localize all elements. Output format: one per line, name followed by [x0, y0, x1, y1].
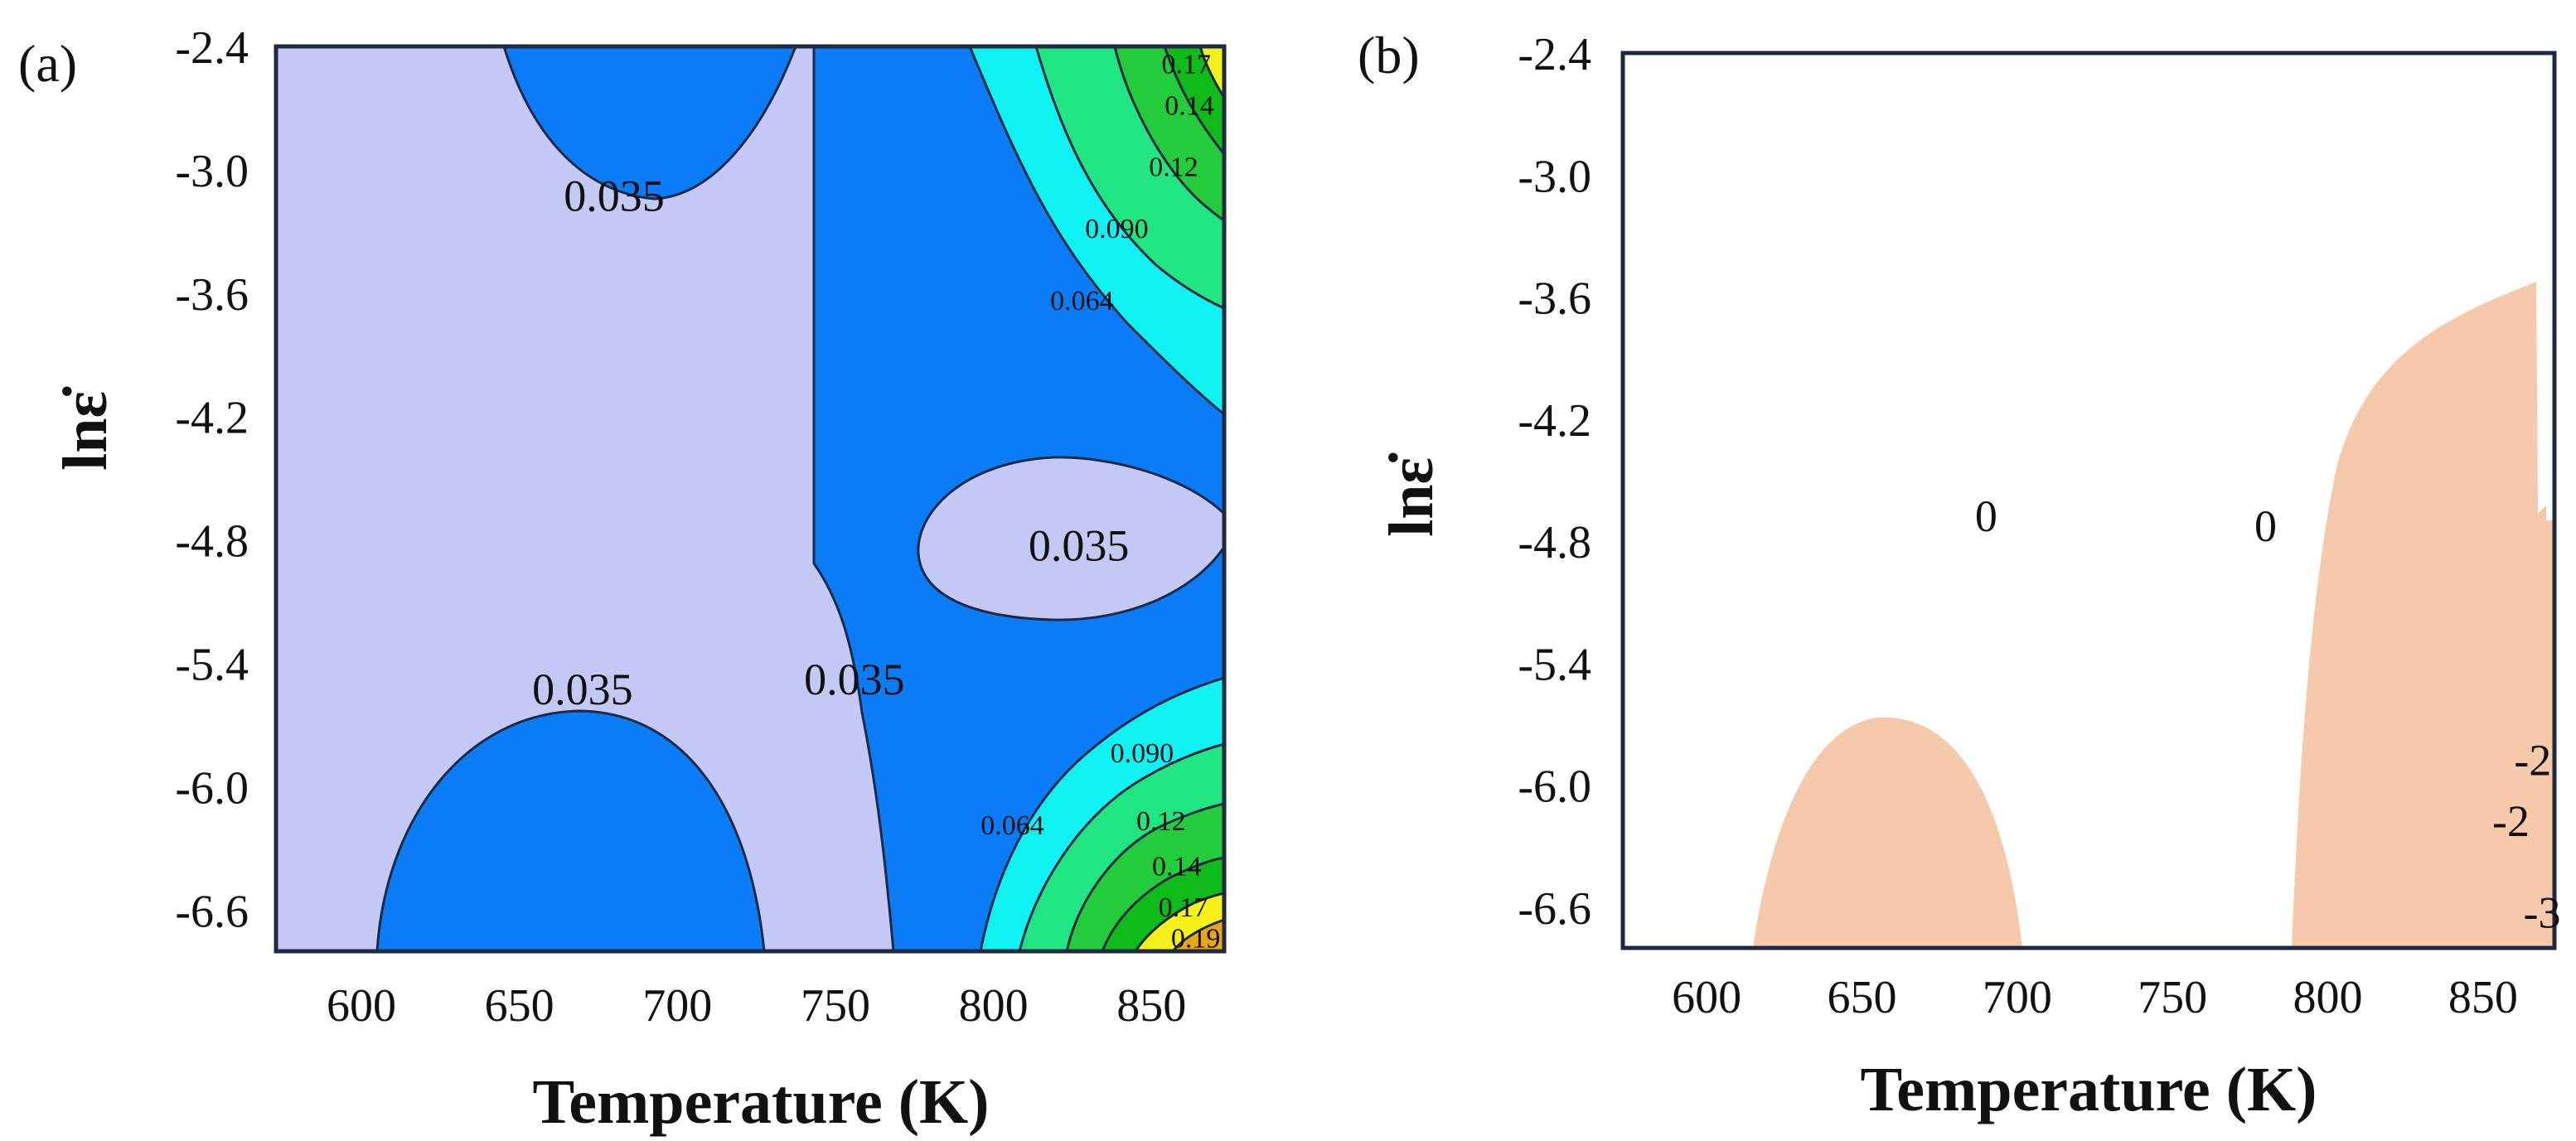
y-tick-label-b: -3.6: [1518, 273, 1591, 325]
contour-label-a: 0.12: [1136, 806, 1186, 837]
contour-label-a: 0.035: [564, 172, 665, 221]
y-tick-label-b: -4.8: [1518, 517, 1591, 568]
x-tick-label-a: 800: [959, 980, 1029, 1032]
panel-b-label: (b): [1358, 26, 1420, 85]
contour-label-a: 0.090: [1111, 738, 1174, 769]
contour-label-b: -2: [2514, 735, 2551, 785]
x-tick-label-a: 750: [801, 980, 870, 1032]
x-tick-label-a: 850: [1116, 980, 1186, 1032]
y-tick-label-a: -2.4: [175, 22, 249, 74]
contour-region-bottom-blue: [375, 709, 766, 953]
plot-frame-a: [274, 44, 1227, 954]
contour-island: [917, 456, 1226, 621]
x-tick-label-a: 650: [485, 980, 554, 1032]
y-tick-label-a: -6.6: [175, 886, 249, 937]
y-tick-label-b: -6.0: [1518, 761, 1591, 813]
contour-label-a: 0.035: [1029, 520, 1130, 570]
x-tick-label-b: 650: [1827, 972, 1896, 1023]
contour-label-a: 0.14: [1152, 852, 1202, 882]
contour-label-b: 0: [1975, 491, 1997, 541]
y-tick-label-a: -4.2: [175, 393, 249, 444]
y-tick-label-a: -3.0: [175, 146, 249, 197]
x-tick-label-b: 700: [1983, 972, 2052, 1023]
y-tick-label-a: -4.8: [175, 516, 249, 568]
x-tick-label-a: 600: [327, 980, 396, 1032]
x-tick-label-b: 600: [1672, 972, 1741, 1023]
contour-label-a: 0.17: [1161, 50, 1211, 80]
contour-label-b: -3: [2524, 888, 2561, 938]
panel-a-label: (a): [18, 34, 77, 93]
y-tick-label-a: -3.6: [175, 269, 249, 321]
y-tick-label-b: -6.6: [1518, 883, 1591, 935]
contour-label-a: 0.035: [532, 665, 633, 714]
contour-label-a: 0.19: [1171, 923, 1221, 954]
y-axis-title-a: lnε̇: [51, 386, 120, 471]
instability-region-left: [1753, 717, 2022, 948]
contour-region-top-blue: [501, 45, 798, 201]
contour-label-a: 0.12: [1149, 152, 1198, 183]
contour-label-a: 0.064: [1050, 286, 1114, 317]
contour-label-a: 0.090: [1085, 214, 1149, 244]
contour-label-a: 0.064: [981, 810, 1044, 841]
x-tick-label-b: 850: [2448, 972, 2518, 1023]
y-tick-label-a: -6.0: [175, 762, 249, 814]
y-tick-label-b: -2.4: [1518, 29, 1591, 80]
panel-b: -2.4 -3.0 -3.6 -4.2 -4.8 -5.4 -6.0 -6.6 600 650 7…: [1377, 29, 2561, 1124]
x-tick-label-b: 800: [2293, 972, 2362, 1023]
x-axis-title-a: Temperature (K): [533, 1067, 990, 1137]
y-axis-title-b: lnε̇: [1377, 452, 1446, 537]
contour-label-b: 0: [2254, 501, 2277, 551]
y-tick-label-a: -5.4: [175, 640, 249, 691]
contour-label-a: 0.17: [1159, 892, 1208, 923]
y-tick-label-b: -4.2: [1518, 395, 1591, 447]
contour-label-a: 0.14: [1165, 90, 1214, 121]
x-tick-label-b: 750: [2138, 972, 2207, 1023]
panel-a: -2.4 -3.0 -3.6 -4.2 -4.8 -5.4 -6.0 -6.6 600 650 7…: [51, 22, 1227, 1137]
instability-region-right: [2292, 282, 2554, 948]
plot-frame-b: [1620, 51, 2557, 950]
contour-label-b: -2: [2492, 796, 2530, 846]
y-tick-label-b: -5.4: [1518, 639, 1591, 690]
x-axis-title-b: Temperature (K): [1861, 1055, 2317, 1124]
x-tick-label-a: 700: [642, 980, 712, 1032]
contour-label-a: 0.035: [804, 655, 905, 704]
y-tick-label-b: -3.0: [1518, 151, 1591, 202]
